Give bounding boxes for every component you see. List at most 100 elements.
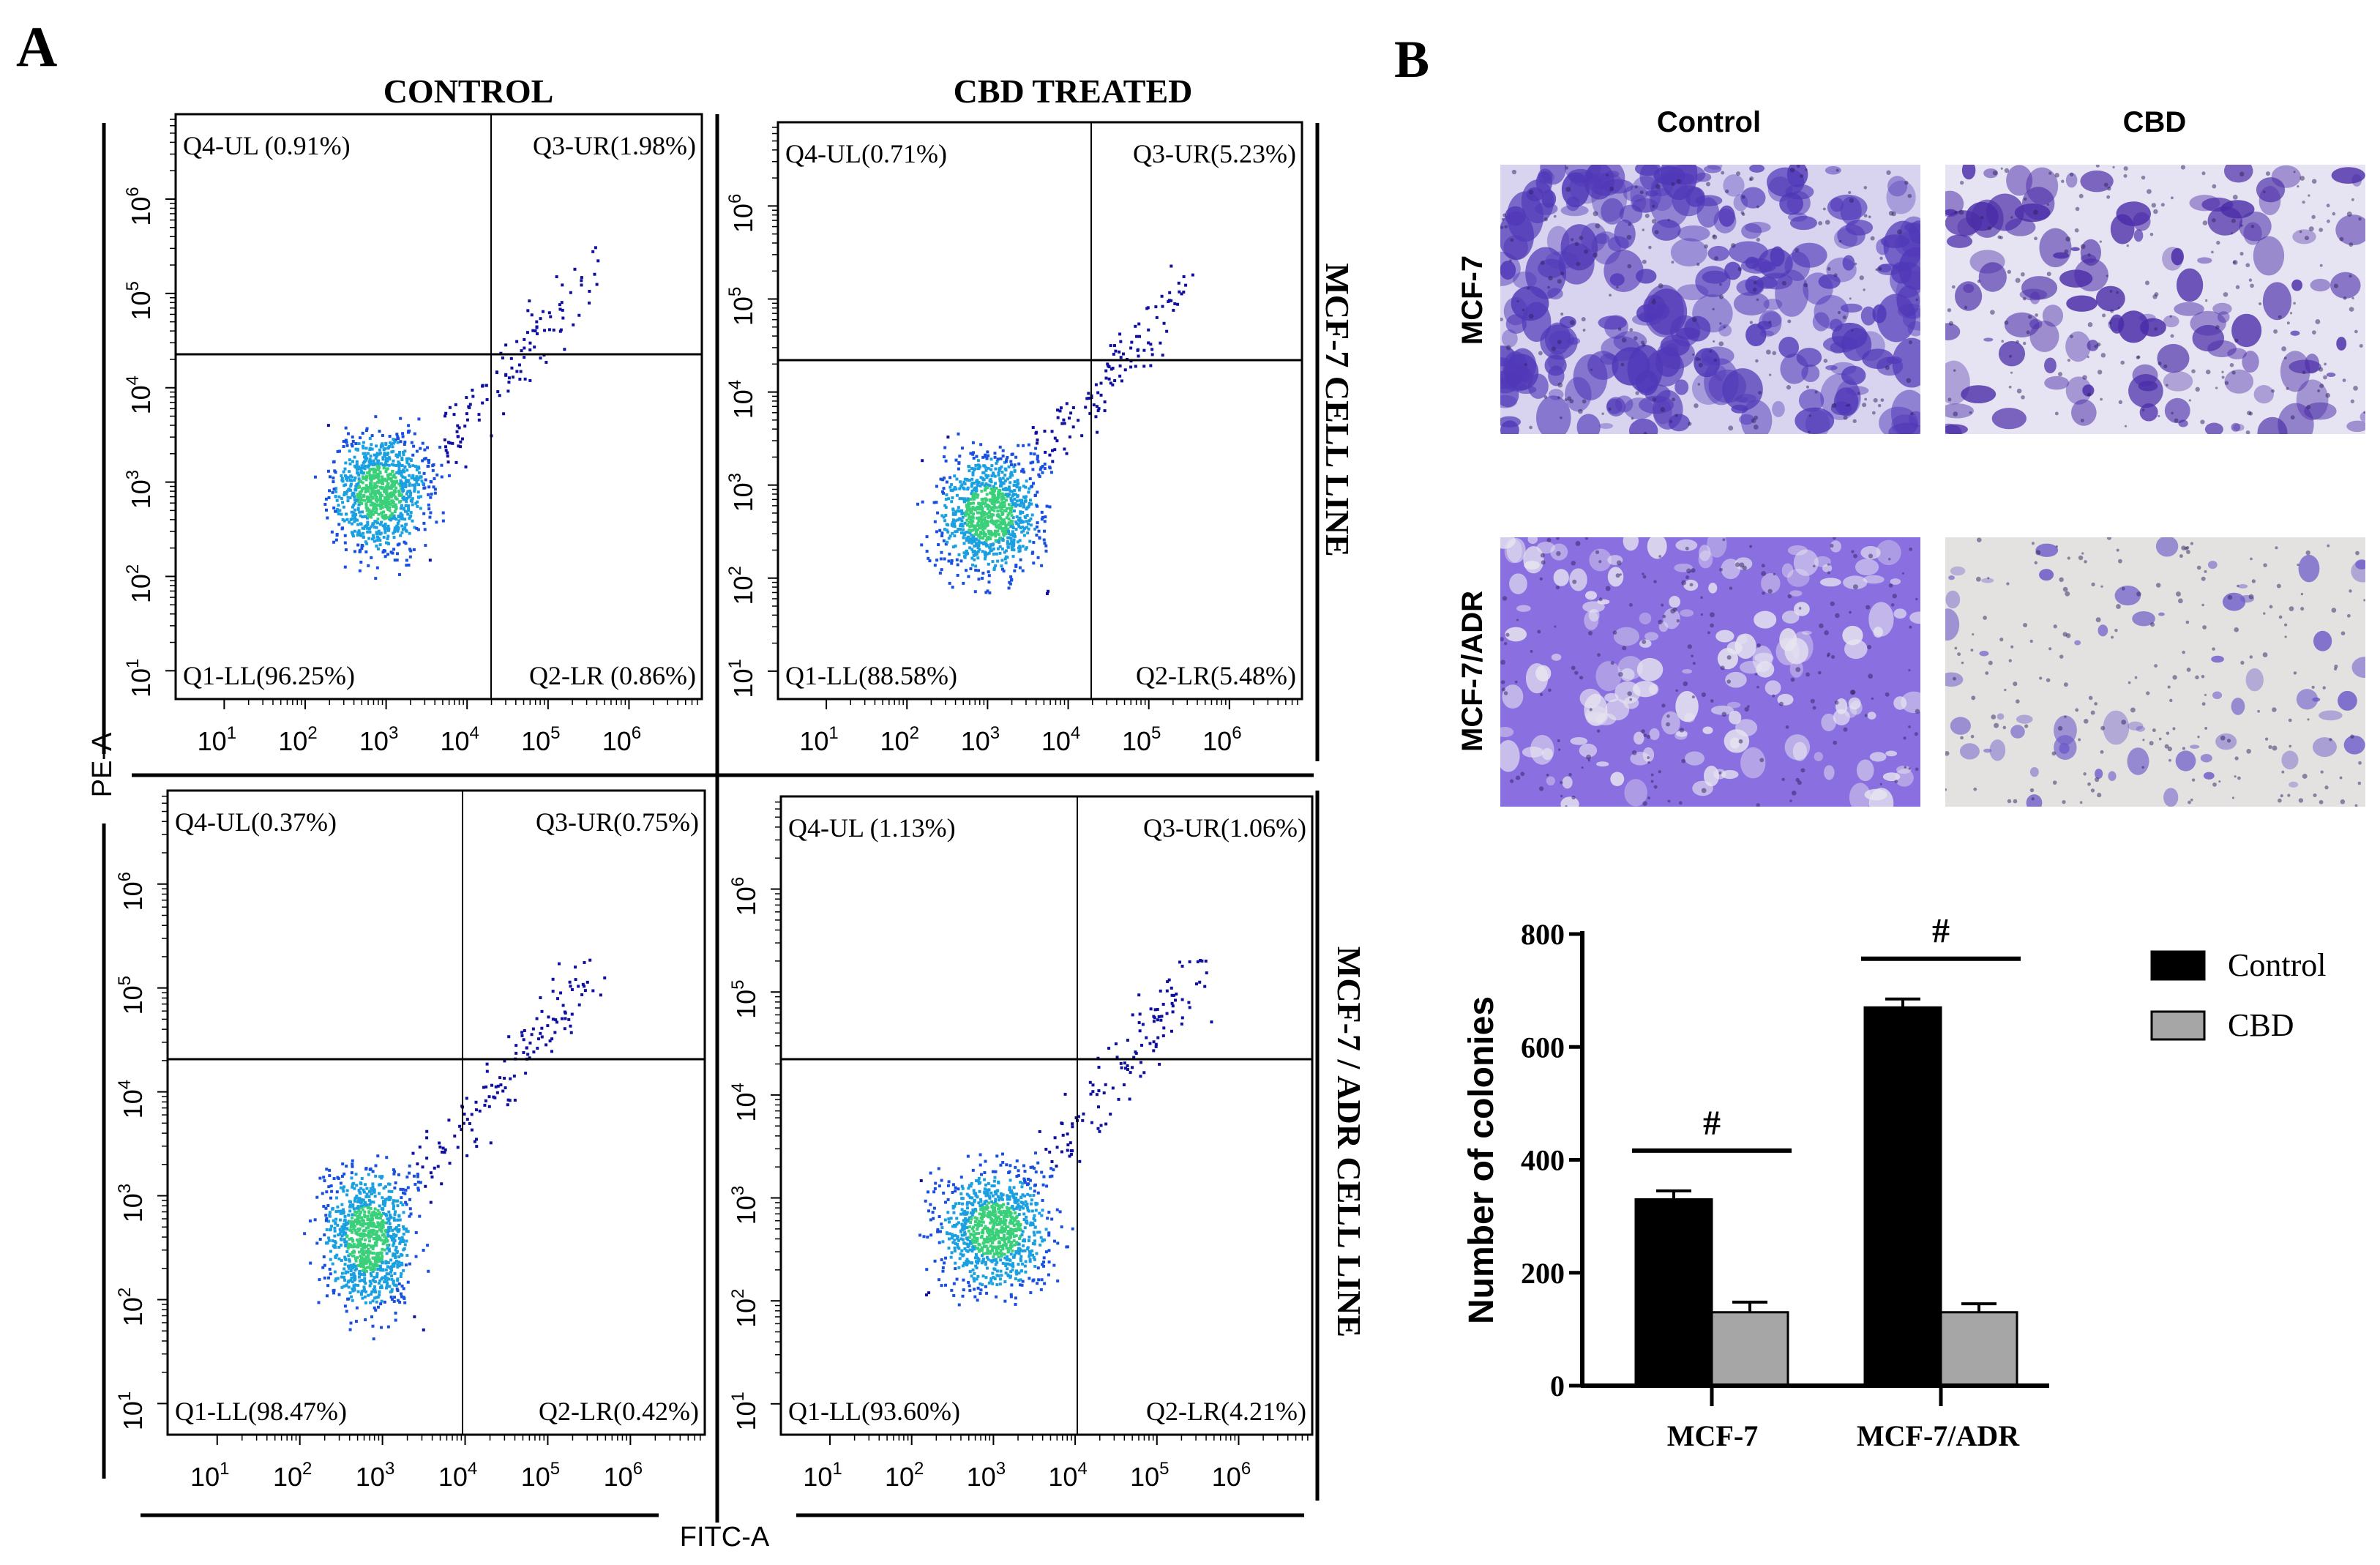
event-dot — [1004, 1262, 1008, 1266]
event-dot — [494, 1085, 498, 1088]
event-dot — [1038, 474, 1041, 478]
event-dot — [980, 1246, 984, 1250]
event-dot — [356, 498, 359, 501]
event-dot — [357, 1189, 361, 1192]
event-dot — [397, 493, 401, 497]
event-dot — [377, 459, 381, 463]
event-dot — [955, 477, 959, 481]
event-dot — [393, 1239, 397, 1242]
event-dot — [1015, 485, 1019, 489]
event-dot — [1036, 1266, 1040, 1270]
event-dot — [369, 481, 373, 485]
event-dot — [990, 1249, 994, 1252]
event-dot — [368, 436, 372, 440]
event-dot — [963, 556, 967, 559]
event-dot — [369, 493, 373, 496]
event-dot — [984, 542, 988, 546]
event-dot — [340, 1234, 344, 1238]
event-dot — [396, 528, 400, 532]
event-dot — [1025, 1206, 1029, 1209]
event-dot — [348, 1245, 352, 1249]
event-dot — [992, 506, 996, 509]
event-dot — [520, 1031, 524, 1034]
event-dot — [372, 1288, 375, 1291]
event-dot — [938, 571, 942, 575]
event-dot — [1023, 1181, 1027, 1184]
event-dot — [473, 1140, 476, 1143]
event-dot — [936, 1228, 940, 1231]
event-dot — [1037, 1278, 1041, 1282]
event-dot — [386, 1265, 389, 1269]
event-dot — [349, 474, 353, 478]
event-dot — [1021, 468, 1025, 471]
event-dot — [356, 531, 360, 534]
event-dot — [986, 1252, 989, 1255]
event-dot — [1104, 376, 1108, 380]
event-dot — [1029, 452, 1033, 455]
event-dot — [1071, 1125, 1074, 1129]
event-dot — [361, 544, 364, 548]
event-dot — [1077, 419, 1080, 422]
event-dot — [332, 1291, 336, 1295]
event-dot — [1132, 1056, 1136, 1059]
event-dot — [1014, 493, 1017, 496]
event-dot — [386, 475, 390, 479]
event-dot — [1000, 1152, 1004, 1156]
event-dot — [392, 514, 396, 518]
event-dot — [380, 1239, 383, 1242]
event-dot — [950, 523, 954, 526]
event-dot — [593, 272, 596, 276]
event-dot — [380, 1299, 383, 1303]
event-dot — [1170, 1029, 1173, 1033]
event-dot — [421, 441, 424, 445]
event-dot — [359, 522, 362, 526]
event-dot — [972, 537, 976, 541]
event-dot — [358, 1279, 362, 1282]
event-dot — [989, 1229, 993, 1233]
event-dot — [976, 1247, 979, 1250]
event-dot — [973, 1200, 976, 1203]
event-dot — [1015, 1199, 1019, 1203]
event-dot — [1015, 499, 1019, 503]
event-dot — [446, 451, 449, 455]
event-dot — [995, 459, 999, 463]
event-dot — [980, 1261, 984, 1265]
event-dot — [973, 1271, 976, 1275]
event-dot — [995, 1283, 999, 1287]
event-dot — [994, 1200, 998, 1204]
event-dot — [531, 329, 535, 332]
event-dot — [954, 544, 957, 548]
event-dot — [358, 485, 362, 489]
event-dot — [354, 512, 358, 516]
event-dot — [364, 503, 368, 507]
event-dot — [925, 1268, 929, 1271]
event-dot — [984, 1276, 988, 1280]
event-dot — [376, 1295, 380, 1299]
event-dot — [404, 1200, 408, 1204]
event-dot — [507, 376, 511, 380]
event-dot — [397, 1224, 400, 1228]
event-dot — [375, 1300, 378, 1304]
event-dot — [331, 490, 334, 494]
event-dot — [1011, 555, 1015, 559]
event-dot — [1003, 460, 1006, 464]
event-dot — [1007, 512, 1011, 515]
event-dot — [962, 1278, 965, 1282]
event-dot — [390, 517, 394, 520]
event-dot — [1017, 1169, 1020, 1173]
flow-plot-mcf7-control: 101101102102103103104104105105106106Q4-U… — [123, 113, 703, 756]
event-dot — [1032, 1217, 1036, 1220]
event-dot — [313, 1218, 317, 1222]
event-dot — [313, 475, 317, 479]
event-dot — [1006, 513, 1010, 517]
event-dot — [343, 1257, 347, 1260]
event-dot — [332, 506, 336, 509]
event-dot — [972, 451, 976, 455]
event-dot — [408, 548, 412, 551]
event-dot — [973, 1245, 977, 1249]
event-dot — [402, 482, 405, 485]
event-dot — [1033, 1239, 1037, 1243]
event-dot — [591, 250, 595, 253]
event-dot — [965, 1206, 969, 1210]
event-dot — [376, 1209, 380, 1212]
